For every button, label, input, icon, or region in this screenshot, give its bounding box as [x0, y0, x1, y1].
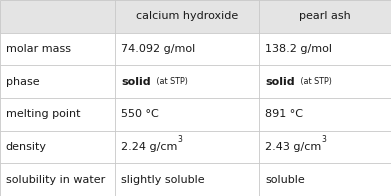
Bar — [0, 0, 391, 33]
Bar — [0, 33, 391, 65]
Text: melting point: melting point — [6, 109, 81, 119]
Bar — [0, 98, 391, 131]
Text: molar mass: molar mass — [6, 44, 71, 54]
Text: 2.43 g/cm: 2.43 g/cm — [265, 142, 321, 152]
Text: (at STP): (at STP) — [298, 77, 332, 86]
Text: 550 °C: 550 °C — [121, 109, 159, 119]
Bar — [0, 163, 391, 196]
Bar — [0, 65, 391, 98]
Text: (at STP): (at STP) — [154, 77, 188, 86]
Text: pearl ash: pearl ash — [299, 11, 351, 21]
Text: slightly soluble: slightly soluble — [121, 175, 205, 185]
Text: soluble: soluble — [265, 175, 305, 185]
Text: 138.2 g/mol: 138.2 g/mol — [265, 44, 332, 54]
Text: 74.092 g/mol: 74.092 g/mol — [121, 44, 196, 54]
Text: solid: solid — [265, 77, 295, 87]
Text: calcium hydroxide: calcium hydroxide — [136, 11, 239, 21]
Text: 3: 3 — [178, 135, 183, 144]
Text: solid: solid — [121, 77, 151, 87]
Bar — [0, 131, 391, 163]
Text: phase: phase — [6, 77, 39, 87]
Text: 3: 3 — [321, 135, 326, 144]
Text: 2.24 g/cm: 2.24 g/cm — [121, 142, 178, 152]
Text: 891 °C: 891 °C — [265, 109, 303, 119]
Text: density: density — [6, 142, 47, 152]
Text: solubility in water: solubility in water — [6, 175, 105, 185]
